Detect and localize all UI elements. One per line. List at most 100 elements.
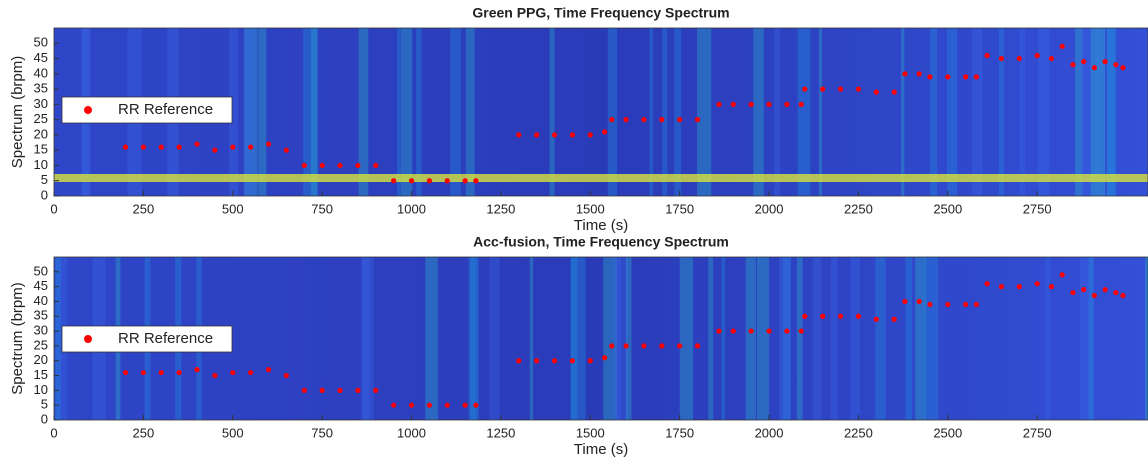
- spectrogram-texture: [924, 257, 939, 420]
- rr-point: [601, 129, 608, 135]
- x-tick-label: 250: [133, 201, 155, 216]
- spectrogram-texture: [1106, 28, 1115, 196]
- spectrogram-texture: [1019, 28, 1026, 196]
- spectrogram-texture: [649, 28, 654, 196]
- rr-point: [1102, 59, 1108, 65]
- spectrogram-texture: [1107, 28, 1117, 196]
- x-tick-label: 250: [133, 425, 155, 440]
- rr-point: [337, 162, 343, 169]
- rr-point: [927, 74, 933, 80]
- rr-point: [1113, 62, 1119, 68]
- spectrogram-texture: [818, 28, 823, 196]
- rr-point: [873, 316, 879, 322]
- spectrogram-texture: [244, 28, 258, 196]
- rr-point: [355, 162, 361, 169]
- x-axis-label: Time (s): [574, 441, 628, 458]
- rr-point: [194, 367, 200, 373]
- rr-point: [659, 343, 665, 349]
- rr-point: [766, 328, 772, 334]
- rr-point: [408, 178, 415, 184]
- rr-point: [444, 178, 450, 184]
- spectrogram-texture: [361, 257, 370, 420]
- spectrogram-texture: [425, 257, 438, 420]
- rr-point: [1102, 287, 1108, 293]
- spectrogram-texture: [930, 28, 938, 196]
- spectrogram-texture: [303, 28, 318, 196]
- rr-point: [1016, 55, 1022, 62]
- spectrogram-texture: [603, 257, 617, 420]
- x-tick-label: 0: [50, 425, 57, 440]
- rr-point: [837, 86, 844, 92]
- rr-point: [248, 369, 254, 376]
- rr-point: [820, 313, 826, 319]
- rr-point: [601, 355, 608, 361]
- spectrogram-texture: [450, 28, 461, 196]
- rr-point: [569, 358, 575, 364]
- spectrogram-texture: [229, 28, 239, 196]
- legend-marker: [84, 335, 92, 343]
- spectrogram-texture: [549, 28, 555, 196]
- y-tick-label: 0: [41, 411, 48, 426]
- y-tick-label: 15: [34, 142, 48, 157]
- rr-point: [716, 101, 722, 107]
- x-tick-label: 1250: [486, 201, 515, 216]
- spectrogram-texture: [1145, 257, 1148, 420]
- rr-point: [373, 162, 379, 169]
- rr-point: [1070, 62, 1076, 68]
- rr-point: [963, 74, 969, 80]
- spectrogram-texture: [721, 257, 726, 420]
- rr-point: [283, 372, 289, 379]
- spectrogram-texture: [396, 28, 401, 196]
- spectrogram-texture: [570, 257, 578, 420]
- spectrogram-texture: [972, 28, 983, 196]
- legend-marker: [84, 106, 92, 114]
- rr-point: [677, 117, 683, 123]
- rr-point: [516, 358, 522, 364]
- x-tick-label: 2000: [755, 201, 784, 216]
- rr-point: [927, 301, 933, 308]
- y-tick-label: 10: [34, 157, 48, 172]
- rr-point: [158, 144, 164, 150]
- rr-point: [730, 328, 736, 334]
- rr-point: [426, 402, 432, 408]
- spectrogram-texture: [662, 28, 668, 196]
- rr-point: [319, 162, 325, 169]
- rr-point: [802, 86, 808, 92]
- spectrogram-texture: [774, 28, 781, 196]
- rr-point: [798, 328, 804, 334]
- spectrogram-texture: [616, 257, 629, 420]
- y-tick-label: 35: [34, 308, 48, 323]
- rr-point: [176, 144, 182, 150]
- y-tick-label: 5: [41, 397, 48, 412]
- y-tick-label: 45: [34, 278, 48, 293]
- rr-point: [534, 132, 540, 138]
- spectrogram-texture: [55, 257, 61, 420]
- rr-point: [855, 86, 862, 92]
- rr-point: [916, 71, 922, 77]
- spectrogram-texture: [708, 257, 714, 420]
- plot-frame: [53, 256, 1148, 421]
- spectrogram-texture: [1094, 28, 1100, 196]
- rr-point: [641, 117, 647, 123]
- rr-point: [784, 101, 790, 107]
- x-tick-label: 2000: [755, 425, 784, 440]
- rr-point: [1048, 55, 1055, 62]
- rr-point: [677, 343, 683, 349]
- rr-point: [319, 387, 325, 393]
- rr-point: [609, 117, 615, 123]
- x-tick-label: 750: [311, 425, 333, 440]
- rr-point: [784, 328, 790, 334]
- rr-point: [748, 328, 754, 334]
- spectrogram-texture: [905, 257, 913, 420]
- rr-point: [265, 367, 272, 373]
- spectrogram-texture: [947, 28, 958, 196]
- rr-point: [973, 301, 979, 308]
- rr-point: [408, 402, 415, 408]
- spectrogram-texture: [797, 28, 811, 196]
- rr-point: [301, 162, 307, 169]
- legend-label: RR Reference: [118, 330, 213, 347]
- y-tick-label: 20: [34, 352, 48, 367]
- rr-point: [230, 144, 236, 150]
- rr-point: [1120, 65, 1126, 71]
